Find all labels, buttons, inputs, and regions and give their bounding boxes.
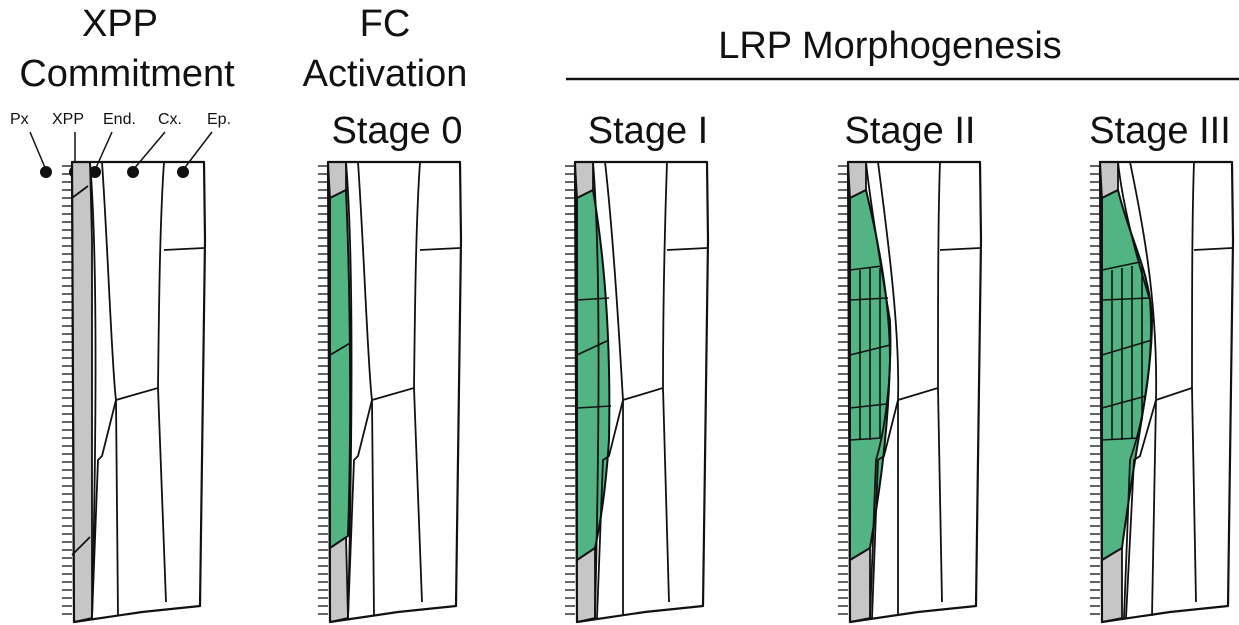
panel-title-xpp-line1: XPP <box>82 3 158 45</box>
tissue-label-end: End. <box>103 111 136 128</box>
stage-label-0: Stage 0 <box>332 110 463 152</box>
tissue-label-px: Px <box>10 111 29 128</box>
lrp-primordium <box>576 188 611 562</box>
tissue-dot-icon <box>127 166 139 178</box>
xylem-ticks <box>838 165 848 615</box>
tissue-dot-icon <box>177 166 189 178</box>
xylem-ticks <box>1090 165 1100 615</box>
root-panel-stage-1 <box>565 160 710 624</box>
group-title-lrp: LRP Morphogenesis <box>718 25 1062 67</box>
xylem-ticks <box>62 165 72 615</box>
lrp-primordium <box>329 188 352 550</box>
tissue-label-cx: Cx. <box>158 111 182 128</box>
stage-label-3: Stage III <box>1089 110 1231 152</box>
tissue-pointers <box>29 131 213 178</box>
tissue-dot-icon <box>40 166 52 178</box>
panel-title-xpp-line2: Commitment <box>19 53 235 95</box>
tissue-label-xpp: XPP <box>52 111 84 128</box>
tissue-label-ep: Ep. <box>207 111 231 128</box>
root-panel-stage-3 <box>1090 160 1235 624</box>
root-panel-xpp-commitment <box>62 160 207 624</box>
xylem-ticks <box>318 165 328 615</box>
panel-title-fc-line2: Activation <box>303 53 468 95</box>
stage-label-1: Stage I <box>588 110 708 152</box>
root-panel-stage-2 <box>838 160 983 624</box>
root-panel-stage-0 <box>318 160 463 624</box>
panel-title-fc-line1: FC <box>360 3 411 45</box>
stage-label-2: Stage II <box>845 110 976 152</box>
xylem-ticks <box>565 165 575 615</box>
tissue-dot-icon <box>89 166 101 178</box>
